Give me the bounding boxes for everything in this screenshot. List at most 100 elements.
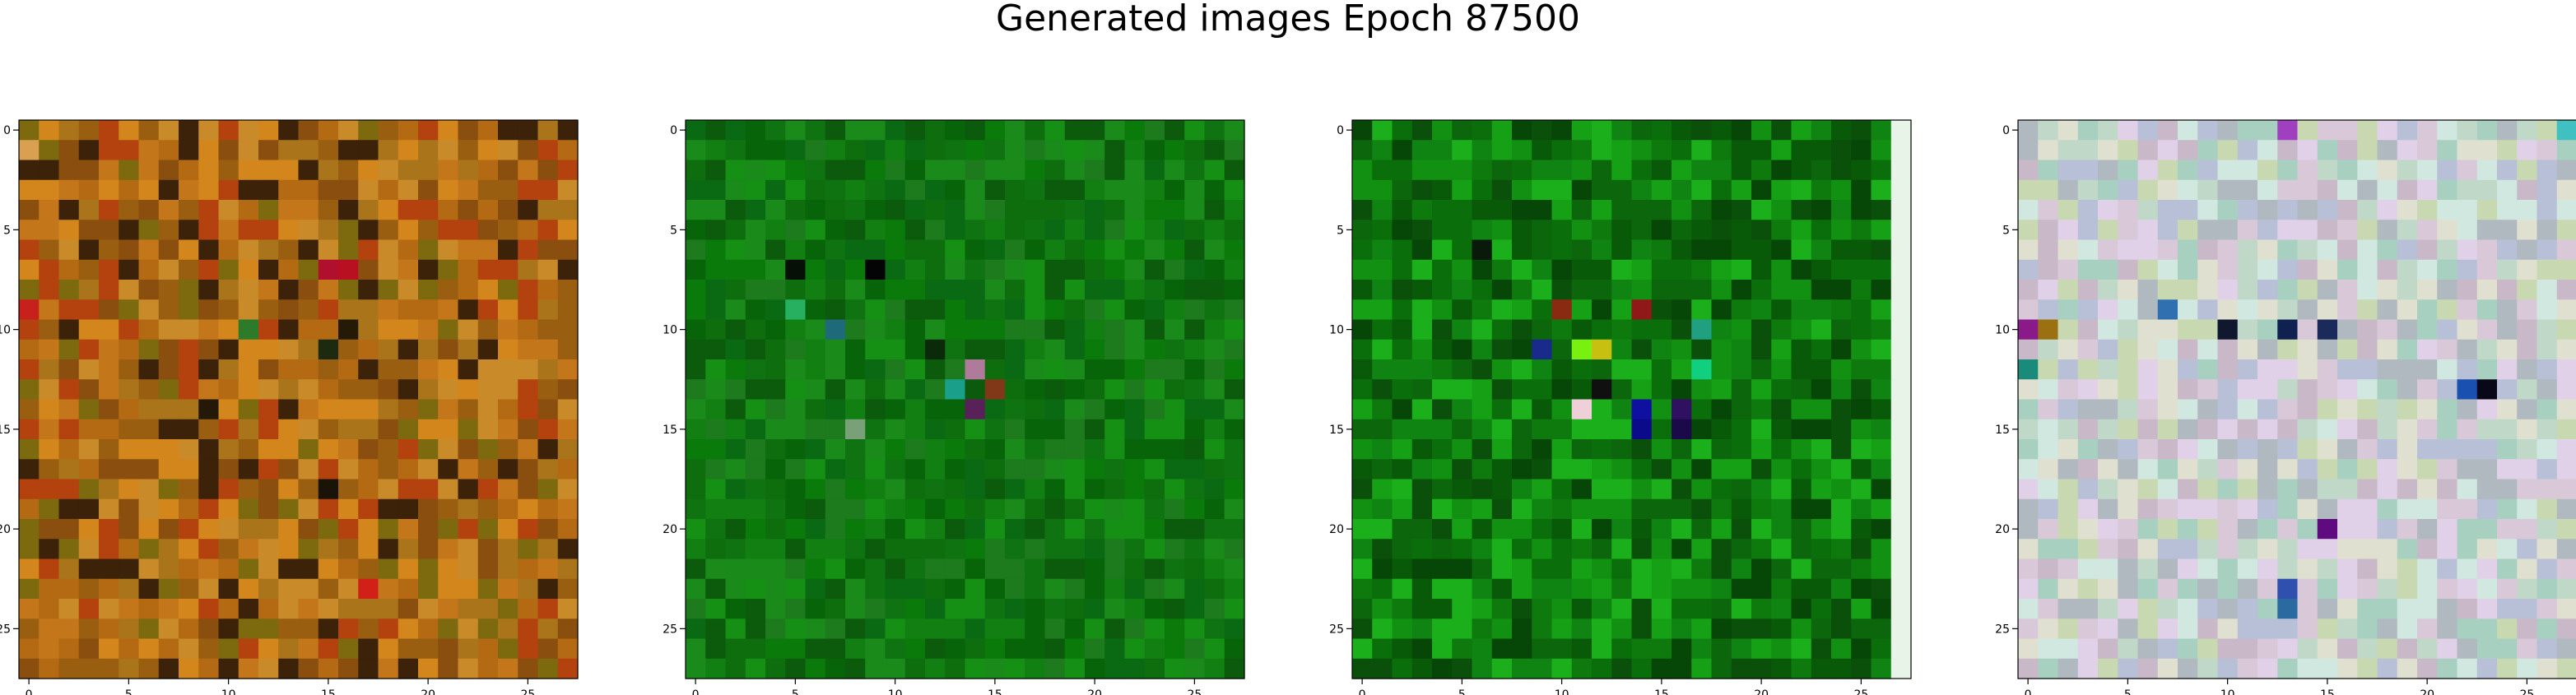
pixel-cell bbox=[1651, 379, 1672, 401]
pixel-cell bbox=[1432, 140, 1453, 161]
pixel-cell bbox=[1512, 439, 1532, 460]
pixel-cell bbox=[1432, 479, 1453, 500]
pixel-cell bbox=[984, 419, 1006, 440]
pixel-cell bbox=[705, 140, 727, 161]
pixel-cell bbox=[2098, 259, 2118, 280]
pixel-cell bbox=[825, 419, 846, 440]
pixel-cell bbox=[537, 658, 559, 679]
pixel-cell bbox=[965, 359, 986, 380]
pixel-cell bbox=[2058, 220, 2079, 241]
pixel-cell bbox=[705, 498, 727, 520]
pixel-cell bbox=[1871, 339, 1892, 360]
pixel-cell bbox=[825, 160, 846, 181]
pixel-cell bbox=[904, 259, 926, 280]
pixel-cell bbox=[2357, 619, 2378, 640]
pixel-cell bbox=[2098, 179, 2118, 201]
pixel-cell bbox=[1811, 459, 1832, 480]
pixel-cell bbox=[2098, 220, 2118, 241]
y-tick-label: 10 bbox=[1995, 324, 2010, 337]
pixel-cell bbox=[725, 220, 746, 241]
pixel-cell bbox=[1224, 319, 1245, 341]
pixel-cell bbox=[557, 299, 579, 321]
pixel-cell bbox=[1085, 280, 1105, 300]
pixel-cell bbox=[705, 379, 727, 401]
pixel-cell bbox=[1025, 419, 1046, 440]
pixel-cell bbox=[1224, 498, 1245, 520]
pixel-cell bbox=[1831, 519, 1852, 540]
pixel-cell bbox=[865, 658, 886, 679]
pixel-cell bbox=[518, 179, 539, 201]
pixel-cell bbox=[2317, 638, 2338, 660]
pixel-cell bbox=[58, 399, 80, 420]
pixel-cell bbox=[19, 658, 40, 679]
pixel-cell bbox=[1831, 439, 1852, 460]
pixel-cell bbox=[865, 399, 886, 420]
pixel-cell bbox=[557, 160, 579, 181]
pixel-cell bbox=[2038, 459, 2059, 480]
pixel-cell bbox=[1372, 558, 1393, 580]
pixel-cell bbox=[845, 379, 866, 401]
pixel-cell bbox=[1044, 419, 1066, 440]
pixel-cell bbox=[965, 578, 986, 600]
pixel-cell bbox=[2098, 399, 2118, 420]
pixel-cell bbox=[1871, 379, 1892, 401]
pixel-cell bbox=[2018, 359, 2039, 380]
pixel-cell bbox=[2536, 140, 2558, 161]
pixel-cell bbox=[2077, 459, 2099, 480]
pixel-cell bbox=[686, 259, 706, 280]
pixel-cell bbox=[398, 239, 419, 261]
pixel-cell bbox=[338, 638, 359, 660]
pixel-cell bbox=[198, 140, 220, 161]
pixel-cell bbox=[1631, 479, 1653, 500]
pixel-cell bbox=[2497, 160, 2518, 181]
pixel-cell bbox=[119, 578, 140, 600]
pixel-cell bbox=[1691, 578, 1713, 600]
pixel-cell bbox=[1771, 140, 1793, 161]
pixel-cell bbox=[2058, 160, 2079, 181]
pixel-cell bbox=[2098, 519, 2118, 540]
pixel-cell bbox=[745, 319, 766, 341]
pixel-cell bbox=[2018, 120, 2039, 141]
pixel-cell bbox=[438, 179, 459, 201]
pixel-cell bbox=[984, 558, 1006, 580]
pixel-cell bbox=[2497, 200, 2518, 220]
pixel-cell bbox=[78, 658, 100, 679]
pixel-cell bbox=[1731, 558, 1752, 580]
pixel-cell bbox=[705, 439, 727, 460]
pixel-cell bbox=[1851, 498, 1872, 520]
pixel-cell bbox=[845, 319, 866, 341]
pixel-cell bbox=[258, 519, 279, 540]
pixel-cell bbox=[2417, 498, 2438, 520]
pixel-cell bbox=[2277, 619, 2299, 640]
pixel-cell bbox=[1184, 239, 1206, 261]
pixel-cell bbox=[39, 399, 60, 420]
pixel-cell bbox=[1104, 140, 1126, 161]
pixel-cell bbox=[1751, 220, 1772, 241]
pixel-cell bbox=[1571, 498, 1593, 520]
pixel-cell bbox=[785, 239, 807, 261]
pixel-cell bbox=[2377, 599, 2398, 619]
pixel-cell bbox=[1184, 599, 1206, 619]
pixel-cell bbox=[1551, 439, 1573, 460]
pixel-cell bbox=[238, 140, 259, 161]
pixel-cell bbox=[477, 319, 499, 341]
pixel-cell bbox=[1651, 498, 1672, 520]
pixel-cell bbox=[785, 539, 807, 560]
pixel-cell bbox=[1811, 319, 1832, 341]
pixel-cell bbox=[1691, 558, 1713, 580]
pixel-cell bbox=[557, 658, 579, 679]
pixel-cell bbox=[2178, 200, 2198, 220]
pixel-cell bbox=[1711, 259, 1732, 280]
pixel-cell bbox=[2397, 619, 2418, 640]
pixel-cell bbox=[198, 399, 220, 420]
pixel-cell bbox=[338, 160, 359, 181]
pixel-cell bbox=[965, 319, 986, 341]
pixel-cell bbox=[945, 399, 966, 420]
pixel-cell bbox=[358, 599, 379, 619]
pixel-cell bbox=[2457, 419, 2478, 440]
pixel-cell bbox=[158, 479, 179, 500]
pixel-cell bbox=[1064, 299, 1086, 321]
pixel-cell bbox=[2157, 179, 2178, 201]
pixel-cell bbox=[2377, 558, 2398, 580]
pixel-cell bbox=[1472, 379, 1493, 401]
